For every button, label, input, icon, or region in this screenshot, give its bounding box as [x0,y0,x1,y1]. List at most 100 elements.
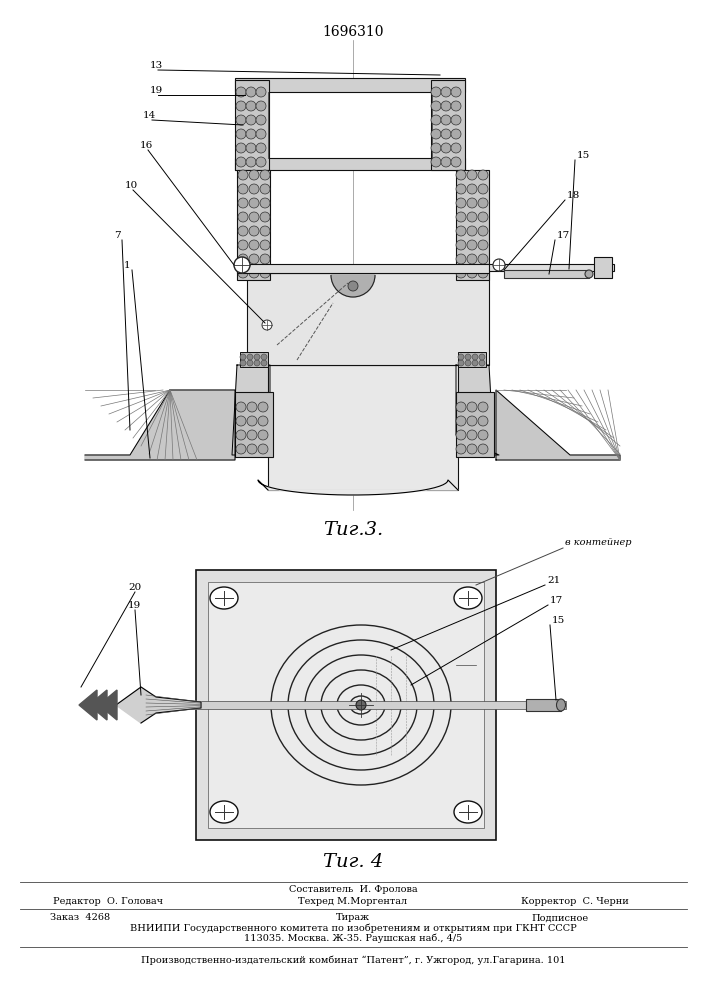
Circle shape [467,430,477,440]
Polygon shape [79,690,97,720]
Bar [484,264,614,271]
Circle shape [456,170,466,180]
Circle shape [246,143,256,153]
Circle shape [240,354,246,360]
Text: Составитель  И. Фролова: Составитель И. Фролова [288,886,417,894]
Circle shape [467,254,477,264]
Polygon shape [331,275,375,297]
Circle shape [236,115,246,125]
Circle shape [348,281,358,291]
Circle shape [456,240,466,250]
Circle shape [236,101,246,111]
Circle shape [458,360,464,366]
Circle shape [256,157,266,167]
Circle shape [441,101,451,111]
Bar [208,582,484,828]
Circle shape [431,115,441,125]
Circle shape [261,360,267,366]
Circle shape [456,268,466,278]
Text: 17: 17 [557,231,571,240]
Circle shape [236,87,246,97]
Circle shape [478,198,488,208]
Circle shape [478,254,488,264]
Circle shape [247,360,253,366]
Circle shape [238,254,248,264]
Bar [237,170,270,280]
Ellipse shape [454,801,482,823]
Circle shape [236,143,246,153]
Circle shape [451,157,461,167]
Circle shape [260,268,270,278]
Text: 1696310: 1696310 [322,25,384,39]
Circle shape [262,320,272,330]
Circle shape [431,143,441,153]
Circle shape [234,257,250,273]
Polygon shape [99,690,117,720]
Circle shape [247,402,257,412]
Ellipse shape [454,587,482,609]
Circle shape [256,129,266,139]
Circle shape [451,87,461,97]
Circle shape [478,416,488,426]
Ellipse shape [210,587,238,609]
Circle shape [441,143,451,153]
Circle shape [441,115,451,125]
Circle shape [467,212,477,222]
Bar [191,701,566,709]
Circle shape [431,129,441,139]
Text: 14: 14 [143,111,156,120]
Circle shape [260,170,270,180]
Circle shape [467,226,477,236]
Bar [456,392,494,457]
Circle shape [258,402,268,412]
Circle shape [260,254,270,264]
Circle shape [472,354,478,360]
Circle shape [441,157,451,167]
Polygon shape [89,690,107,720]
Circle shape [478,402,488,412]
Circle shape [236,430,246,440]
Circle shape [249,198,259,208]
Circle shape [467,444,477,454]
Bar [247,273,489,365]
Ellipse shape [210,801,238,823]
Text: 7: 7 [114,231,121,240]
Polygon shape [456,365,499,455]
Bar [526,699,561,711]
Circle shape [467,170,477,180]
Text: Техред М.Моргентал: Техред М.Моргентал [298,896,407,906]
Circle shape [478,184,488,194]
Text: 15: 15 [577,151,590,160]
Text: 13: 13 [150,61,163,70]
Circle shape [467,198,477,208]
Circle shape [479,354,485,360]
Text: Заказ  4268: Заказ 4268 [50,914,110,922]
Polygon shape [116,687,201,723]
Text: 19: 19 [128,601,141,610]
Polygon shape [496,390,620,460]
Circle shape [467,184,477,194]
Circle shape [236,444,246,454]
Text: Редактор  О. Головач: Редактор О. Головач [53,896,163,906]
Polygon shape [85,390,235,460]
Circle shape [254,360,260,366]
Bar [235,80,269,170]
Circle shape [249,254,259,264]
Circle shape [260,198,270,208]
Circle shape [493,259,505,271]
Text: Производственно-издательский комбинат “Патент”, г. Ужгород, ул.Гагарина. 101: Производственно-издательский комбинат “П… [141,955,566,965]
Text: Τиг. 4: Τиг. 4 [323,853,383,871]
Text: 16: 16 [140,141,153,150]
Circle shape [258,444,268,454]
Text: в контейнер: в контейнер [565,538,631,547]
Text: 113035. Москва. Ж-35. Раушская наб., 4/5: 113035. Москва. Ж-35. Раушская наб., 4/5 [244,933,462,943]
Circle shape [249,184,259,194]
Circle shape [465,354,471,360]
Circle shape [238,240,248,250]
Text: ВНИИПИ Государственного комитета по изобретениям и открытиям при ГКНТ СССР: ВНИИПИ Государственного комитета по изоб… [129,923,576,933]
Circle shape [236,402,246,412]
Bar [196,570,496,840]
Circle shape [247,444,257,454]
Circle shape [478,226,488,236]
Circle shape [456,444,466,454]
